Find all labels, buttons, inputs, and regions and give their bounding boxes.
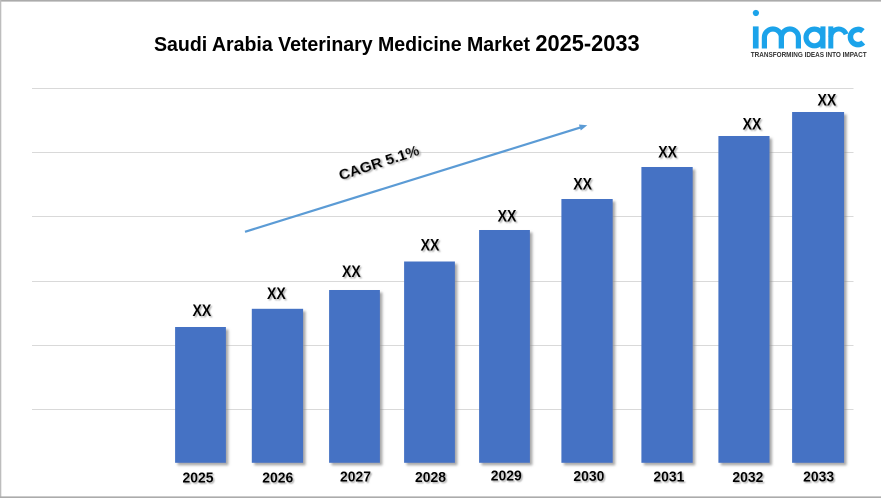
svg-text:XX: XX xyxy=(193,302,212,320)
svg-text:2030: 2030 xyxy=(573,469,604,485)
svg-text:XX: XX xyxy=(818,92,837,110)
svg-text:2031: 2031 xyxy=(653,470,684,486)
svg-text:XX: XX xyxy=(342,263,361,281)
svg-text:XX: XX xyxy=(421,237,440,255)
svg-text:2032: 2032 xyxy=(732,470,763,486)
svg-text:XX: XX xyxy=(498,208,517,226)
svg-text:Saudi Arabia Veterinary Medici: Saudi Arabia Veterinary Medicine Market xyxy=(154,34,530,56)
svg-text:2028: 2028 xyxy=(415,470,446,486)
svg-text:TRANSFORMING IDEAS INTO IMPACT: TRANSFORMING IDEAS INTO IMPACT xyxy=(751,50,867,59)
svg-text:2029: 2029 xyxy=(491,469,522,485)
svg-text:XX: XX xyxy=(743,116,762,134)
svg-text:2025: 2025 xyxy=(183,471,214,487)
svg-text:2026: 2026 xyxy=(262,471,293,487)
svg-text:2033: 2033 xyxy=(803,470,834,486)
svg-text:XX: XX xyxy=(573,175,592,193)
svg-text:XX: XX xyxy=(658,143,677,161)
svg-text:2027: 2027 xyxy=(340,469,371,485)
svg-text:XX: XX xyxy=(267,285,286,303)
svg-text:2025-2033: 2025-2033 xyxy=(535,30,639,56)
